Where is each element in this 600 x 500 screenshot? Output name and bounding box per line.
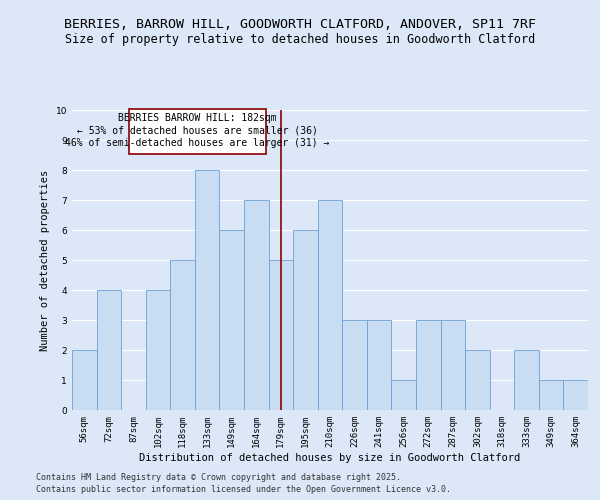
Bar <box>97 290 121 410</box>
Text: Contains HM Land Registry data © Crown copyright and database right 2025.: Contains HM Land Registry data © Crown c… <box>36 472 401 482</box>
Bar <box>367 320 391 410</box>
Bar <box>195 170 220 410</box>
Bar <box>170 260 195 410</box>
Text: Size of property relative to detached houses in Goodworth Clatford: Size of property relative to detached ho… <box>65 32 535 46</box>
Bar <box>293 230 318 410</box>
Bar <box>269 260 293 410</box>
Bar <box>220 230 244 410</box>
Bar <box>465 350 490 410</box>
Bar <box>244 200 269 410</box>
Bar <box>342 320 367 410</box>
Bar <box>391 380 416 410</box>
Bar <box>146 290 170 410</box>
X-axis label: Distribution of detached houses by size in Goodworth Clatford: Distribution of detached houses by size … <box>139 452 521 462</box>
Bar <box>539 380 563 410</box>
Y-axis label: Number of detached properties: Number of detached properties <box>40 170 50 350</box>
Bar <box>416 320 440 410</box>
FancyBboxPatch shape <box>128 110 266 154</box>
Text: BERRIES, BARROW HILL, GOODWORTH CLATFORD, ANDOVER, SP11 7RF: BERRIES, BARROW HILL, GOODWORTH CLATFORD… <box>64 18 536 30</box>
Bar <box>563 380 588 410</box>
Bar <box>318 200 342 410</box>
Text: Contains public sector information licensed under the Open Government Licence v3: Contains public sector information licen… <box>36 485 451 494</box>
Bar <box>72 350 97 410</box>
Text: BERRIES BARROW HILL: 182sqm: BERRIES BARROW HILL: 182sqm <box>118 113 277 123</box>
Text: 46% of semi-detached houses are larger (31) →: 46% of semi-detached houses are larger (… <box>65 138 329 148</box>
Text: ← 53% of detached houses are smaller (36): ← 53% of detached houses are smaller (36… <box>77 125 318 135</box>
Bar <box>514 350 539 410</box>
Bar <box>440 320 465 410</box>
